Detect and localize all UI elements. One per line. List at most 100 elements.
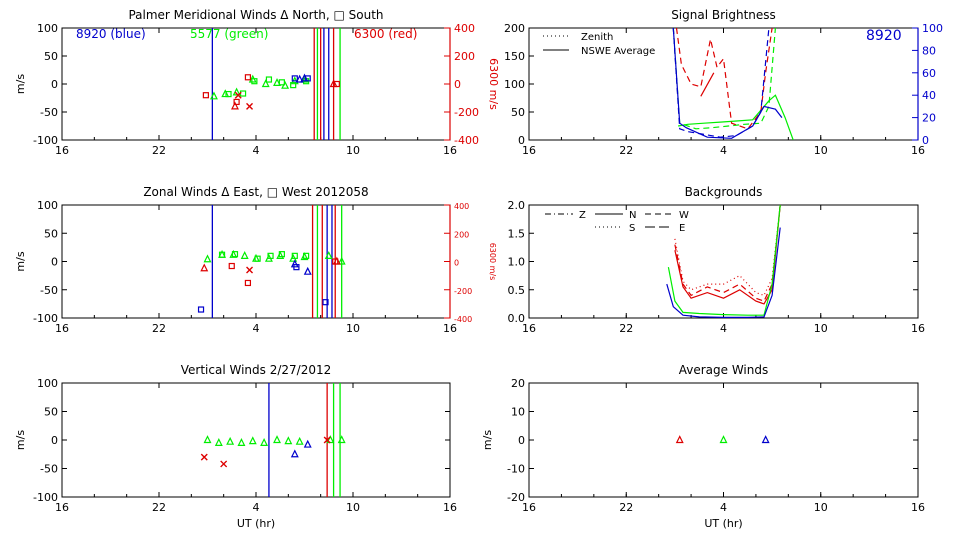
data-point — [290, 259, 299, 268]
data-point — [200, 453, 208, 461]
chart-title: Backgrounds — [685, 185, 763, 199]
y-tick-label: 0.5 — [508, 284, 526, 297]
x-tick-label: 16 — [911, 501, 925, 514]
legend-label: E — [679, 223, 685, 234]
y-tick-label: -50 — [40, 284, 58, 297]
x-tick-label: 16 — [55, 322, 69, 335]
right-tick-label: -400 — [454, 134, 479, 147]
y-tick-label: 50 — [511, 106, 525, 119]
x-tick-label: 10 — [346, 144, 360, 157]
right-tick-label: -200 — [454, 106, 479, 119]
y-tick-label: -100 — [33, 491, 58, 504]
data-point — [244, 279, 252, 287]
chart-title: Palmer Meridional Winds Δ North, □ South — [128, 8, 383, 22]
y-tick-label: 50 — [44, 50, 58, 63]
data-point — [254, 255, 261, 262]
right-tick-label: -200 — [454, 287, 472, 296]
legend-label: Zenith — [581, 32, 613, 43]
y-axis-label: m/s — [14, 430, 27, 450]
x-axis-label: UT (hr) — [704, 517, 742, 530]
right-tick-label: 0 — [922, 134, 929, 147]
data-point — [251, 78, 258, 85]
data-point — [337, 256, 346, 265]
y-tick-label: -20 — [507, 491, 525, 504]
x-tick-label: 22 — [152, 144, 166, 157]
data-point — [278, 251, 285, 258]
legend-annotation: 8920 (blue) — [76, 27, 146, 41]
data-point — [237, 438, 246, 446]
y-tick-label: -100 — [33, 134, 58, 147]
series-line-blue-avg — [672, 28, 783, 139]
series-line-green-avg — [677, 94, 794, 140]
series-line-red-avg — [700, 72, 715, 97]
right-axis-label: 6300 m/s — [488, 243, 497, 281]
x-tick-label: 16 — [522, 144, 536, 157]
x-tick-label: 4 — [253, 144, 260, 157]
data-point — [273, 435, 281, 444]
data-point — [332, 258, 339, 265]
plot-frame — [528, 204, 919, 319]
y-tick-label: 2.0 — [508, 199, 526, 212]
legend-label: N — [629, 210, 636, 221]
y-tick-label: 150 — [504, 50, 525, 63]
zonal-winds-panel: Zonal Winds Δ East, □ West 2012058 16 22 4 1… — [14, 185, 497, 335]
x-tick-label: 22 — [619, 144, 633, 157]
right-axis-label: 6300 m/s — [487, 58, 500, 110]
legend-label: NSWE Average — [581, 46, 655, 57]
data-point — [246, 102, 254, 110]
data-point — [214, 438, 223, 446]
y-axis-label: m/s — [481, 430, 494, 450]
plot-frame — [528, 27, 919, 141]
data-point — [209, 91, 218, 100]
data-point — [232, 87, 241, 96]
data-point — [239, 90, 247, 97]
right-tick-label: 200 — [454, 50, 475, 63]
data-point — [265, 76, 273, 83]
y-tick-label: 50 — [44, 227, 58, 240]
data-point — [300, 73, 309, 82]
data-point — [276, 251, 285, 259]
data-point — [290, 449, 299, 458]
y-axis-label: m/s — [14, 74, 27, 94]
y-tick-label: 10 — [511, 406, 525, 419]
series-line-blue-zenith — [672, 28, 770, 138]
y-tick-label: 0 — [51, 434, 58, 447]
x-tick-label: 10 — [346, 322, 360, 335]
y-axis-label: m/s — [14, 251, 27, 271]
x-tick-label: 16 — [443, 501, 457, 514]
data-point — [303, 252, 310, 259]
data-point — [260, 438, 269, 446]
data-point — [197, 306, 205, 313]
right-tick-label: 20 — [922, 112, 936, 125]
y-tick-label: 0 — [518, 434, 525, 447]
y-tick-label: -50 — [40, 106, 58, 119]
x-tick-label: 10 — [814, 144, 828, 157]
data-point — [322, 299, 329, 306]
series-line-red-S — [674, 205, 781, 297]
series-line-red-N — [674, 205, 781, 302]
y-tick-label: 100 — [504, 78, 525, 91]
y-tick-label: -100 — [33, 312, 58, 325]
data-point — [248, 436, 257, 445]
y-tick-label: 200 — [504, 22, 525, 35]
data-point — [290, 82, 297, 89]
plot-frame — [528, 382, 919, 498]
legend-label: S — [629, 223, 635, 234]
x-tick-label: 4 — [720, 144, 727, 157]
right-tick-label: 80 — [922, 44, 936, 57]
plot-area — [197, 205, 346, 318]
data-point — [295, 436, 304, 445]
x-tick-label: 10 — [814, 322, 828, 335]
chart-title: Vertical Winds 2/27/2012 — [181, 363, 332, 377]
data-point — [719, 435, 728, 444]
data-point — [220, 460, 228, 468]
right-tick-label: 400 — [454, 22, 475, 35]
x-tick-label: 16 — [911, 144, 925, 157]
right-tick-label: -400 — [454, 315, 472, 324]
data-point — [337, 435, 346, 444]
y-tick-label: 20 — [511, 377, 525, 390]
